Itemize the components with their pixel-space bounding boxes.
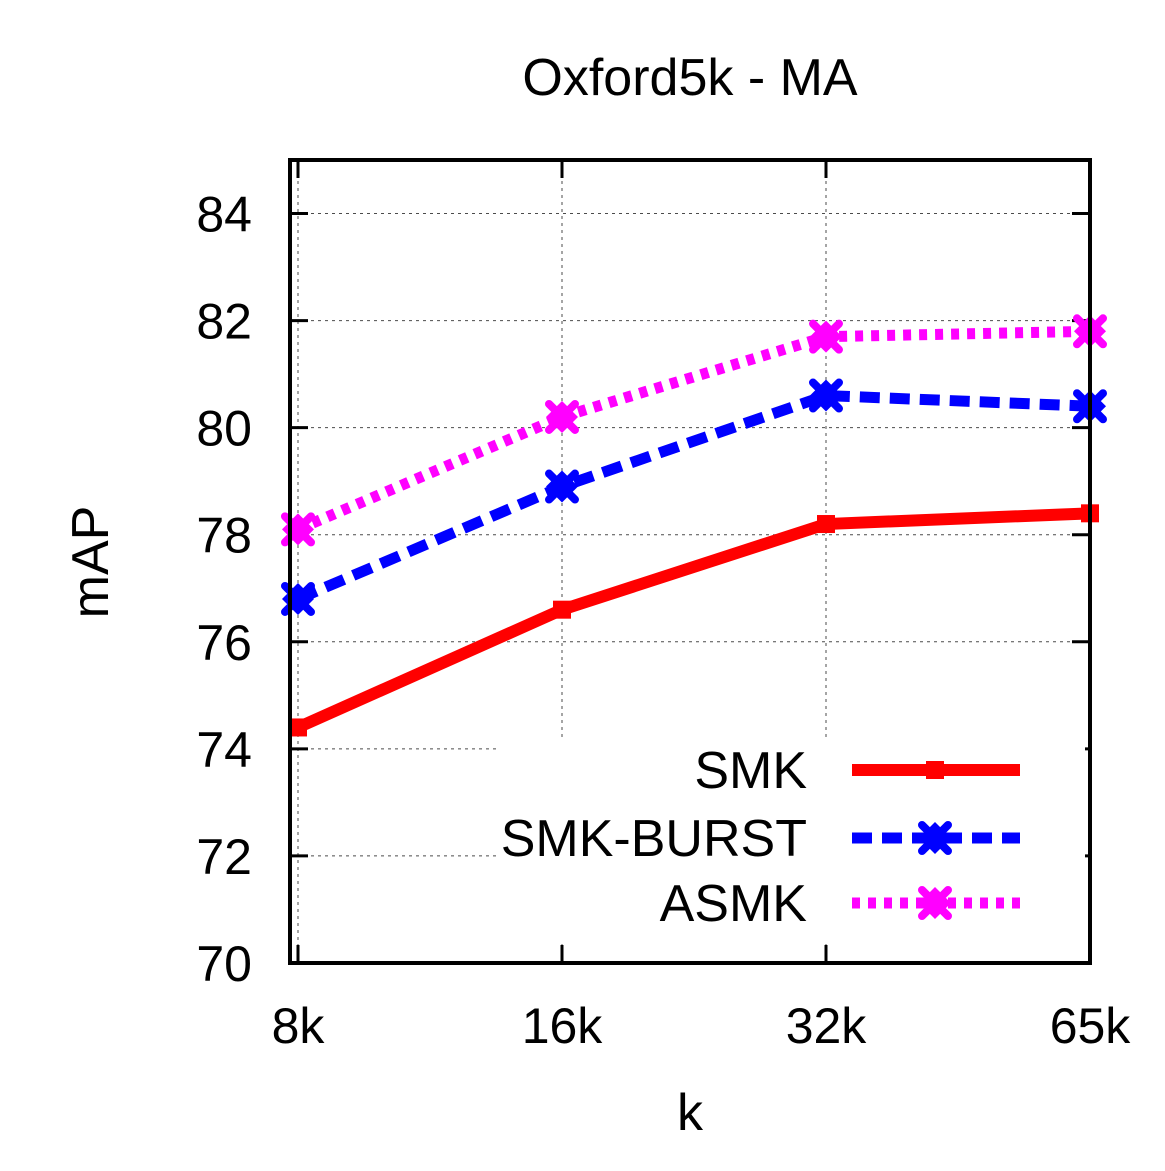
series-lines bbox=[281, 314, 1107, 737]
legend-label: ASMK bbox=[660, 875, 808, 933]
x-tick-label: 32k bbox=[786, 998, 868, 1054]
x-tick-label: 65k bbox=[1050, 998, 1132, 1054]
y-tick-label: 72 bbox=[196, 829, 252, 885]
y-tick-label: 74 bbox=[196, 722, 252, 778]
series-line-smk-burst bbox=[295, 390, 1091, 605]
y-tick-label: 84 bbox=[196, 187, 252, 243]
data-point-smk-burst bbox=[281, 581, 315, 616]
y-tick-label: 80 bbox=[196, 401, 252, 457]
plot-frame bbox=[288, 158, 1092, 965]
x-axis-label: k bbox=[677, 1084, 704, 1142]
data-point-smk bbox=[289, 718, 307, 737]
y-tick-label: 82 bbox=[196, 294, 252, 350]
data-point-asmk bbox=[281, 512, 315, 547]
y-tick-label: 76 bbox=[196, 615, 252, 671]
legend-marker bbox=[918, 821, 952, 855]
data-point-smk bbox=[817, 515, 835, 534]
data-point-smk bbox=[553, 600, 571, 619]
legend-label: SMK-BURST bbox=[501, 810, 807, 868]
series-line-asmk bbox=[295, 325, 1091, 535]
x-tick-label: 8k bbox=[272, 998, 326, 1054]
x-tick-label: 16k bbox=[522, 998, 604, 1054]
axis-ticks: 70 72 74 76 78 80 82 84 8k 16k 32k 65k bbox=[196, 160, 1131, 1054]
data-point-asmk bbox=[809, 319, 843, 354]
chart-title: Oxford5k - MA bbox=[522, 49, 857, 107]
legend-marker bbox=[918, 886, 952, 920]
grid bbox=[290, 160, 1090, 963]
data-point-smk-burst bbox=[809, 378, 843, 413]
legend-label: SMK bbox=[694, 742, 807, 800]
data-point-asmk bbox=[545, 399, 579, 434]
legend-marker bbox=[926, 761, 944, 779]
data-point-smk-burst bbox=[545, 469, 579, 504]
legend: SMK SMK-BURST ASMK bbox=[501, 742, 1020, 933]
y-tick-label: 70 bbox=[196, 936, 252, 992]
y-axis-label: mAP bbox=[62, 506, 120, 619]
series-line-smk bbox=[295, 507, 1091, 733]
y-tick-label: 78 bbox=[196, 508, 252, 564]
